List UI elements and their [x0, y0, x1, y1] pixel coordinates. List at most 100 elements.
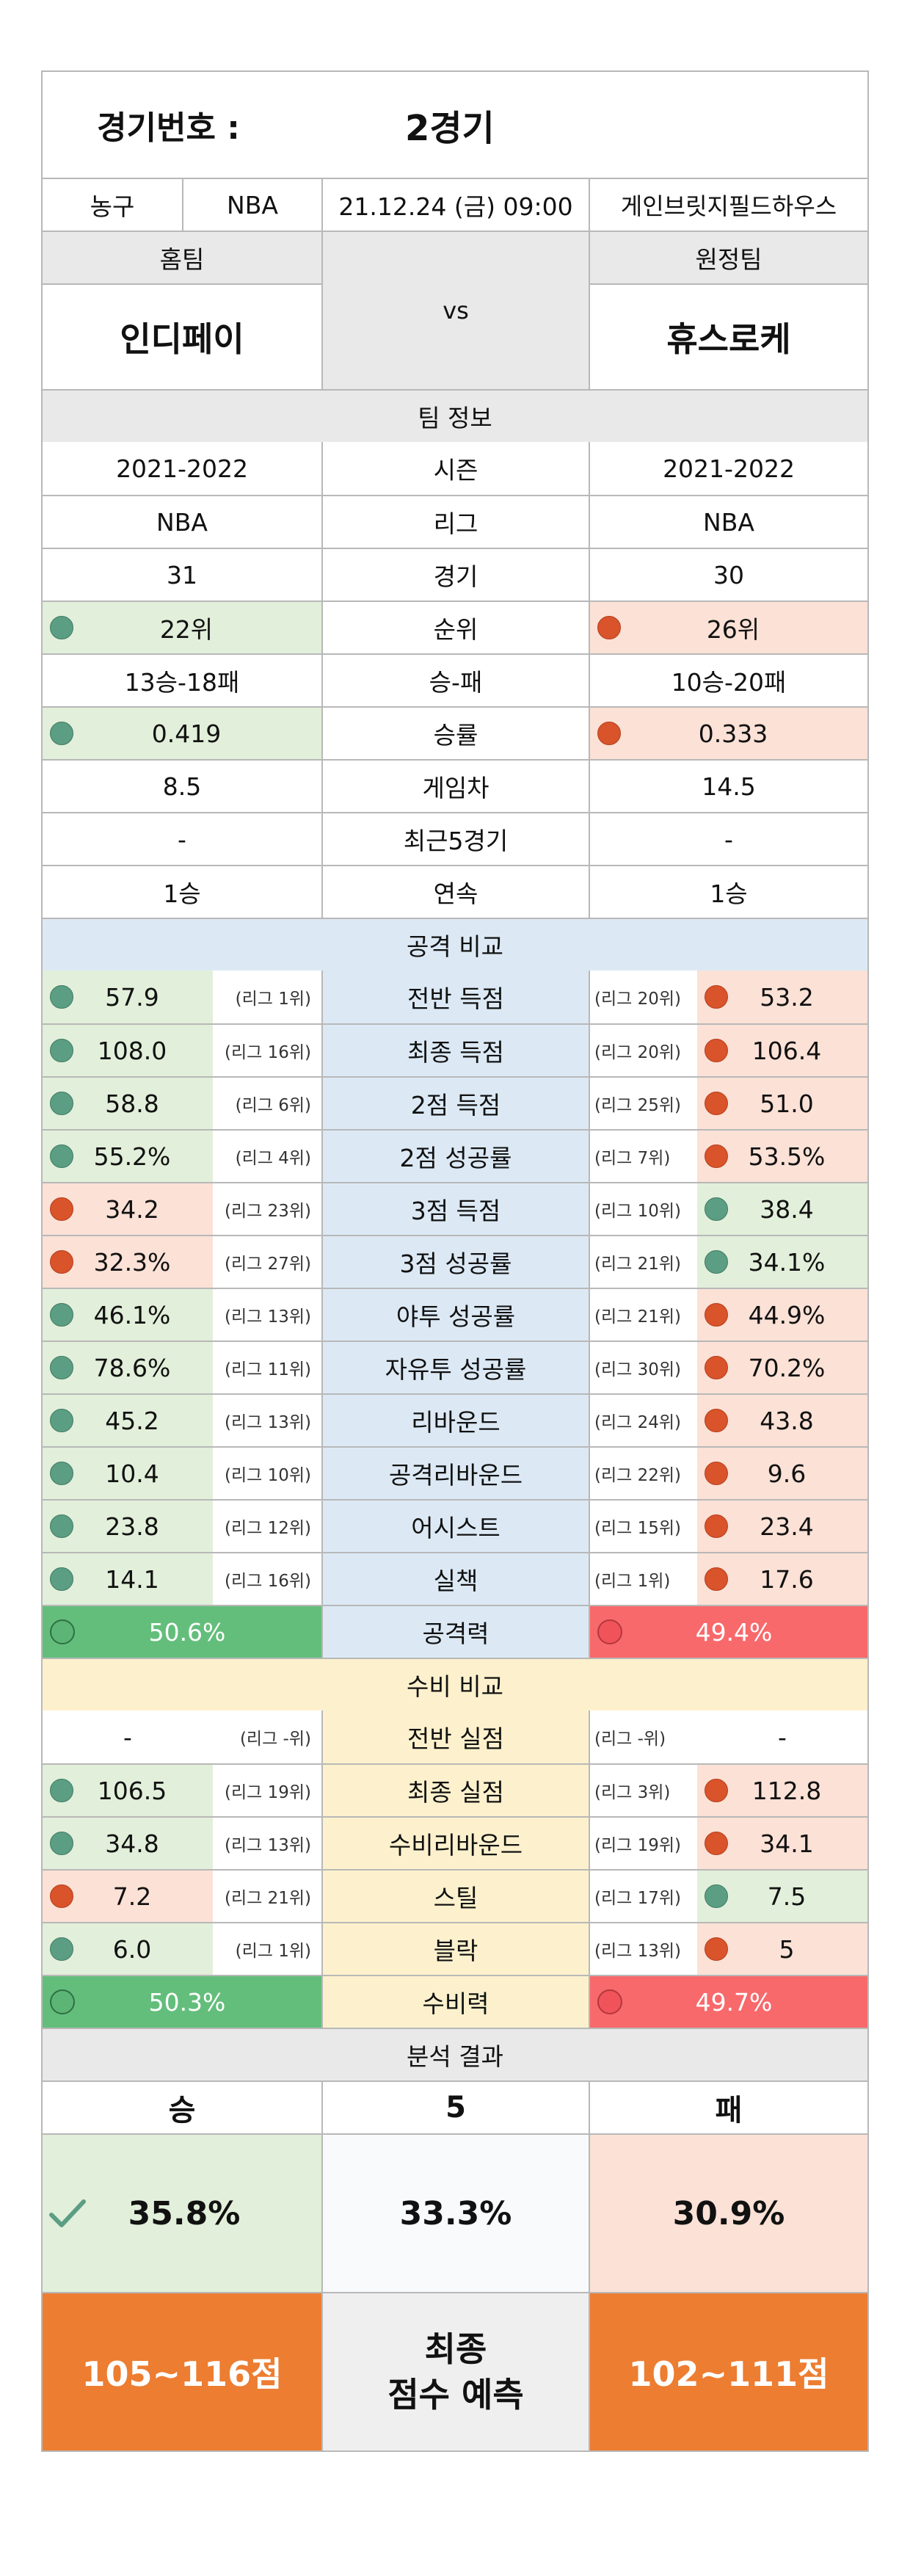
home-rank: (리그 16위) — [224, 1572, 311, 1591]
away-team-label: 원정팀 — [590, 232, 867, 285]
away-value-text: 112.8 — [751, 1776, 822, 1805]
home-value: 2021-2022 — [116, 454, 248, 483]
indicator-dot — [705, 1144, 728, 1168]
away-value: 1승 — [589, 866, 867, 918]
indicator-dot — [705, 1937, 728, 1961]
stat-label: 어시스트 — [321, 1501, 589, 1552]
analysis-pct-row: 35.8% 33.3% 30.9% — [43, 2133, 867, 2292]
indicator-dot — [705, 1779, 728, 1802]
home-value: 6.0 — [43, 1923, 213, 1975]
compare-row: 55.2% (리그 4위) 2점 성공률 (리그 7위) 53.5% — [43, 1129, 867, 1182]
home-value: 31 — [167, 560, 197, 589]
indicator-dot — [705, 1462, 728, 1485]
compare-row: 23.8 (리그 12위) 어시스트 (리그 15위) 23.4 — [43, 1499, 867, 1552]
compare-row: 14.1 (리그 16위) 실책 (리그 1위) 17.6 — [43, 1552, 867, 1605]
stat-label: 순위 — [321, 602, 589, 653]
away-rank: (리그 22위) — [589, 1448, 697, 1499]
lose-label: 패 — [589, 2082, 867, 2133]
title-row: 경기번호 : 2경기 — [43, 72, 867, 178]
defense-power-row: 50.3% 수비력 49.7% — [43, 1975, 867, 2028]
indicator-dot — [705, 985, 728, 1009]
away-value: 0.333 — [589, 708, 867, 759]
home-rank: (리그 -위) — [239, 1730, 311, 1749]
away-value-text: 0.333 — [698, 719, 768, 748]
league: NBA — [182, 179, 321, 231]
indicator-dot — [50, 1567, 73, 1591]
home-value-text: 78.6% — [93, 1353, 171, 1382]
home-value-text: 34.8 — [105, 1829, 159, 1858]
indicator-dot — [50, 1514, 73, 1538]
indicator-dot — [50, 1250, 73, 1274]
datetime: 21.12.24 (금) 09:00 — [321, 179, 589, 231]
home-rank: (리그 1위) — [235, 990, 311, 1009]
section-title: 수비 비교 — [43, 1659, 867, 1710]
analysis-header: 분석 결과 — [43, 2028, 867, 2080]
away-rank: (리그 21위) — [589, 1289, 697, 1340]
compare-row: - (리그 -위) 전반 실점 (리그 -위) - — [43, 1710, 867, 1763]
home-value: 78.6% — [43, 1342, 213, 1393]
section-title: 공격 비교 — [43, 919, 867, 970]
home-rank: (리그 11위) — [224, 1360, 311, 1379]
analysis-labels-row: 승 5 패 — [43, 2080, 867, 2133]
away-value: 34.1 — [697, 1818, 867, 1869]
compare-row: 46.1% (리그 13위) 야투 성공률 (리그 21위) 44.9% — [43, 1288, 867, 1340]
team-info-row: 2021-2022 시즌 2021-2022 — [43, 442, 867, 495]
away-rank: (리그 21위) — [589, 1236, 697, 1288]
away-rank: (리그 20위) — [589, 970, 697, 1023]
home-value-text: 57.9 — [105, 982, 159, 1012]
away-value: 23.4 — [697, 1501, 867, 1552]
indicator-dot — [50, 1092, 73, 1115]
indicator-dot — [705, 1250, 728, 1274]
indicator-dot — [597, 722, 621, 745]
offense-header: 공격 비교 — [43, 918, 867, 970]
away-value: 51.0 — [697, 1078, 867, 1129]
indicator-dot — [50, 1197, 73, 1221]
home-value-text: 6.0 — [112, 1934, 152, 1964]
score-prediction-row: 105~116점 최종 점수 예측 102~111점 — [43, 2292, 867, 2450]
indicator-dot — [705, 1356, 728, 1379]
teams-block: 홈팀 인디페이 vs 원정팀 휴스로케 — [43, 231, 867, 389]
home-rank: (리그 4위) — [235, 1149, 311, 1168]
indicator-dot — [50, 616, 73, 639]
indicator-dot — [705, 1567, 728, 1591]
vs-label: vs — [321, 232, 589, 389]
away-value: 14.5 — [589, 761, 867, 812]
away-rank: (리그 3위) — [589, 1765, 697, 1816]
home-value: 14.1 — [43, 1553, 213, 1605]
stat-label: 리바운드 — [321, 1395, 589, 1446]
indicator-dot — [705, 1884, 728, 1908]
home-value: 34.2 — [43, 1183, 213, 1235]
draw-label: 5 — [321, 2082, 589, 2133]
away-rank: (리그 19위) — [589, 1818, 697, 1869]
indicator-dot — [705, 1303, 728, 1327]
final-label-line2: 점수 예측 — [387, 2375, 524, 2414]
away-value-text: 106.4 — [751, 1036, 822, 1065]
stat-label: 3점 성공률 — [321, 1236, 589, 1288]
home-value-text: 22위 — [159, 615, 214, 644]
home-rank: (리그 19위) — [224, 1783, 311, 1802]
team-info-row: 22위 순위 26위 — [43, 601, 867, 653]
away-value: 5 — [697, 1923, 867, 1975]
stat-label: 경기 — [321, 549, 589, 601]
indicator-dot — [50, 1303, 73, 1327]
win-percentage: 35.8% — [128, 2194, 241, 2232]
defense-table: - (리그 -위) 전반 실점 (리그 -위) -106.5 (리그 19위) 최종 실점(… — [43, 1710, 867, 1975]
away-value: 30 — [589, 549, 867, 601]
away-value: 9.6 — [697, 1448, 867, 1499]
match-analysis-sheet: 경기번호 : 2경기 농구 NBA 21.12.24 (금) 09:00 게인브… — [41, 70, 869, 2452]
indicator-dot — [705, 1409, 728, 1432]
indicator-dot — [50, 1462, 73, 1485]
compare-row: 34.2 (리그 23위) 3점 득점 (리그 10위) 38.4 — [43, 1182, 867, 1235]
home-value-text: 45.2 — [105, 1406, 159, 1435]
stat-label: 2점 성공률 — [321, 1131, 589, 1182]
stat-label: 최종 실점 — [321, 1765, 589, 1816]
home-value: 55.2% — [43, 1131, 213, 1182]
final-score-label: 최종 점수 예측 — [321, 2293, 589, 2450]
away-rank: (리그 -위) — [589, 1710, 697, 1763]
away-value: 10승-20패 — [589, 655, 867, 706]
compare-row: 78.6% (리그 11위) 자유투 성공률 (리그 30위) 70.2% — [43, 1340, 867, 1393]
stat-label: 전반 실점 — [321, 1710, 589, 1763]
win-label: 승 — [168, 2094, 196, 2127]
away-rank: (리그 24위) — [589, 1395, 697, 1446]
stat-label: 수비리바운드 — [321, 1818, 589, 1869]
